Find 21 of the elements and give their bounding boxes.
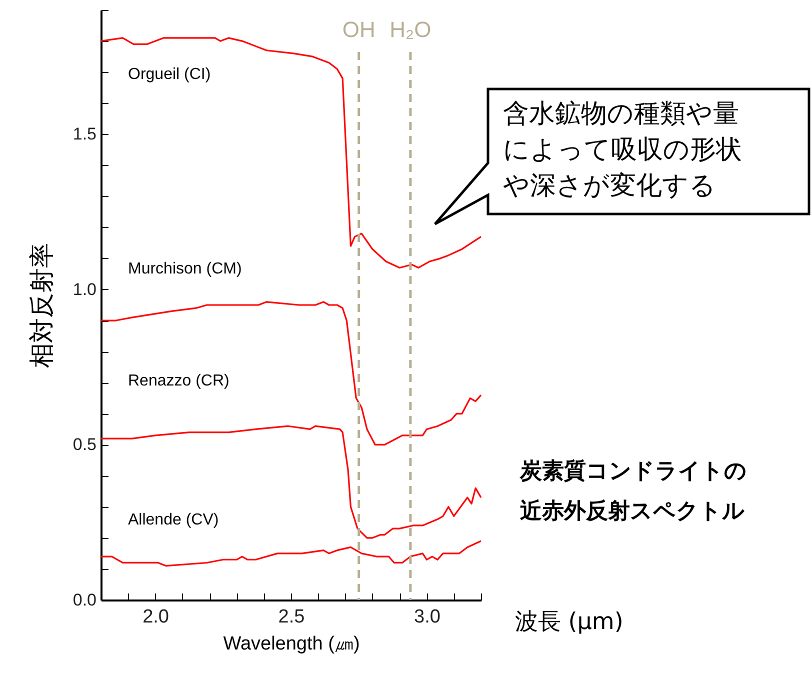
- line-series: [100, 301, 482, 446]
- text: 含水鉱物の種類や量によって吸収の形状や深さが変化する: [503, 98, 743, 203]
- text: 波長 (µm): [515, 608, 624, 637]
- y-tick-label: 1.0: [72, 280, 96, 299]
- y-tick-label: 1.5: [72, 124, 96, 144]
- y-axis-title: 相対反射率: [26, 243, 56, 368]
- x-tick-label: 2.5: [278, 606, 305, 628]
- y-tick-label: 0.0: [72, 590, 96, 610]
- x-axis-title: Wavelength (㎛): [223, 634, 360, 654]
- text: 炭素質コンドライトの近赤外反射スペクトル: [520, 458, 748, 526]
- x-tick-label: 2.0: [142, 606, 169, 628]
- series-label: Murchison (CM): [128, 260, 242, 278]
- series-label: Orgueil (CI): [128, 66, 211, 84]
- y-tick-label: 0.5: [72, 435, 96, 454]
- series-label: Allende (CV): [128, 512, 219, 529]
- ref-line-label: H₂O: [390, 17, 432, 42]
- ref-line-label: OH: [342, 17, 376, 42]
- line-series: [100, 425, 482, 539]
- x-tick-label: 3.0: [414, 606, 440, 628]
- text: Renazzo (CR): [128, 372, 230, 390]
- line-series: [100, 540, 482, 567]
